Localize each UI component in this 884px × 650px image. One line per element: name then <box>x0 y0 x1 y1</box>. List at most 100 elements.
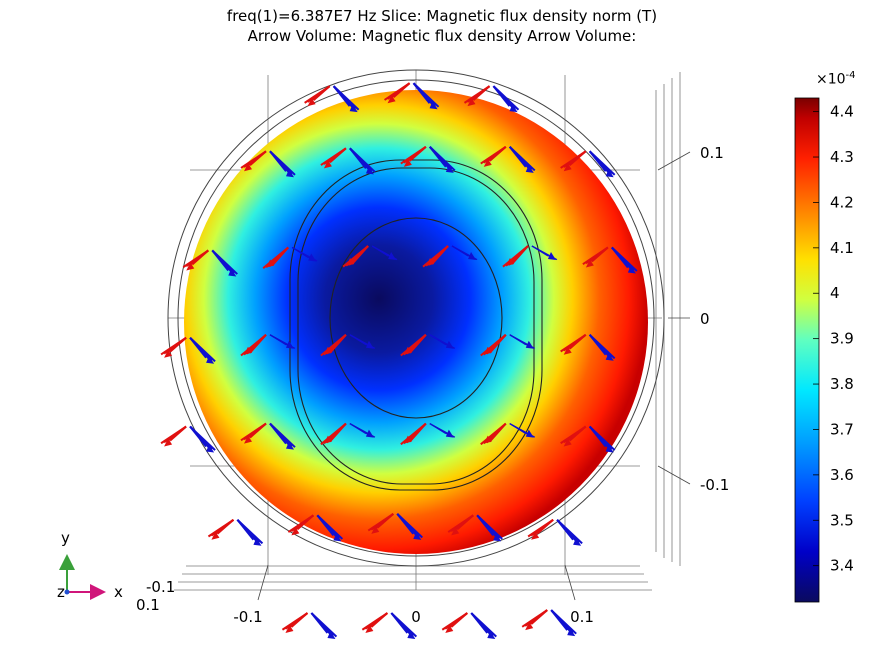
x-tick-label: 0 <box>411 608 421 626</box>
arrow-red-stroke <box>207 518 234 538</box>
arrow-glyph <box>400 422 456 446</box>
arrow-glyph <box>160 336 216 364</box>
colorbar-exponent: -4 <box>845 70 856 81</box>
arrow-red-stroke <box>320 147 347 166</box>
z-tick-label: -0.1 <box>146 578 175 596</box>
inner-ellipse <box>329 217 503 419</box>
arrow-blue-head <box>627 265 636 274</box>
arrow-red-head <box>563 438 572 447</box>
colorbar-multiplier-base: ×10 <box>816 71 846 88</box>
x-tick-label: 0.1 <box>570 608 594 626</box>
arrow-blue-head <box>407 631 416 640</box>
arrow-red-head <box>164 438 173 447</box>
arrow-red-head <box>387 95 396 104</box>
arrow-red-head <box>244 346 252 355</box>
arrow-red-head <box>403 346 412 355</box>
arrow-red-stroke <box>400 146 427 165</box>
tick-mark <box>564 564 576 601</box>
arrow-red-stroke <box>560 333 587 353</box>
coil-outline <box>297 167 535 485</box>
arrow-glyph <box>342 245 398 268</box>
arrow-glyph <box>400 146 456 173</box>
arrow-blue-head <box>429 101 438 110</box>
arrow-red-head <box>563 346 572 355</box>
arrow-glyph <box>480 422 536 446</box>
arrow-blue-head <box>567 628 576 637</box>
triad-z-dot <box>64 589 70 595</box>
y-tick-label: 0.1 <box>700 144 724 162</box>
arrow-blue-stroke <box>588 150 616 176</box>
tick-mark <box>657 465 691 485</box>
arrow-red-stroke <box>240 334 267 357</box>
arrow-red-head <box>323 435 332 444</box>
arrow-red-head <box>525 622 534 631</box>
colorbar-tick-label: 4 <box>830 284 840 302</box>
arrow-red-stroke <box>480 146 507 165</box>
arrow-blue-stroke <box>429 146 456 172</box>
arrow-red-stroke <box>560 150 587 169</box>
tick-mark <box>257 564 269 601</box>
arrow-glyph <box>262 246 318 269</box>
arrow-red-head <box>531 531 540 540</box>
arrow-glyph <box>304 85 360 113</box>
arrow-blue-stroke <box>269 150 296 176</box>
arrow-red-stroke <box>240 150 267 169</box>
arrow-blue-stroke <box>332 85 360 111</box>
arrow-red-stroke <box>160 425 187 445</box>
colorbar: 4.4 4.3 4.2 4.1 4 3.9 3.8 3.7 3.6 3.5 3.4 <box>794 97 854 603</box>
tick-mark <box>657 151 691 171</box>
arrow-blue-head <box>493 533 502 542</box>
arrow-red-head <box>426 258 435 266</box>
arrow-glyph <box>287 514 344 542</box>
arrow-red-head <box>285 625 294 634</box>
arrow-glyph <box>463 85 520 113</box>
arrow-blue-stroke <box>390 612 418 638</box>
arrow-blue-head <box>605 352 614 361</box>
arrow-blue-head <box>365 429 374 438</box>
arrow-blue-stroke <box>476 514 503 540</box>
arrow-red-head <box>291 527 300 536</box>
arrow-glyph <box>384 82 440 110</box>
arrow-red-head <box>371 525 380 534</box>
arrow-red-head <box>445 625 454 634</box>
arrow-red-stroke <box>384 82 411 101</box>
arrow-glyph <box>182 249 238 277</box>
arrow-glyph <box>400 334 456 357</box>
arrow-blue-stroke <box>556 519 583 545</box>
arrow-glyph <box>160 425 216 453</box>
arrow-red-head <box>186 262 195 271</box>
arrow-red-head <box>346 258 355 266</box>
arrow-red-head <box>451 527 460 536</box>
arrow-red-stroke <box>400 422 427 446</box>
arrow-red-stroke <box>361 612 388 631</box>
arrow-red-stroke <box>262 246 289 269</box>
colorbar-tick-label: 3.6 <box>830 466 854 484</box>
arrow-red-head <box>266 259 275 268</box>
arrow-blue-head <box>388 252 397 260</box>
x-tick-label: -0.1 <box>233 608 262 626</box>
arrow-red-stroke <box>367 513 394 532</box>
axis-triad: y x z <box>57 529 123 601</box>
arrow-glyph <box>320 422 376 446</box>
arrow-glyph <box>367 513 423 540</box>
arrow-blue-head <box>206 355 215 364</box>
triad-z-label: z <box>57 583 65 601</box>
arrow-glyph <box>240 150 296 178</box>
arrow-red-stroke <box>182 249 209 268</box>
triad-x-label: x <box>114 583 123 601</box>
arrow-red-stroke <box>287 514 314 533</box>
arrow-red-stroke <box>342 245 369 268</box>
arrow-blue-stroke <box>611 246 638 272</box>
geometry-outlines <box>289 159 543 491</box>
arrow-red-stroke <box>480 422 507 446</box>
arrow-blue-head <box>509 104 518 113</box>
arrow-blue-head <box>365 340 374 349</box>
arrow-blue-head <box>445 429 454 438</box>
arrow-blue-head <box>349 104 358 113</box>
arrow-blue-head <box>365 166 374 175</box>
arrow-blue-head <box>605 169 614 178</box>
colorbar-tick-label: 3.4 <box>830 557 854 575</box>
arrow-glyph <box>521 609 577 637</box>
arrow-red-head <box>505 258 514 266</box>
arrow-blue-head <box>487 631 496 640</box>
